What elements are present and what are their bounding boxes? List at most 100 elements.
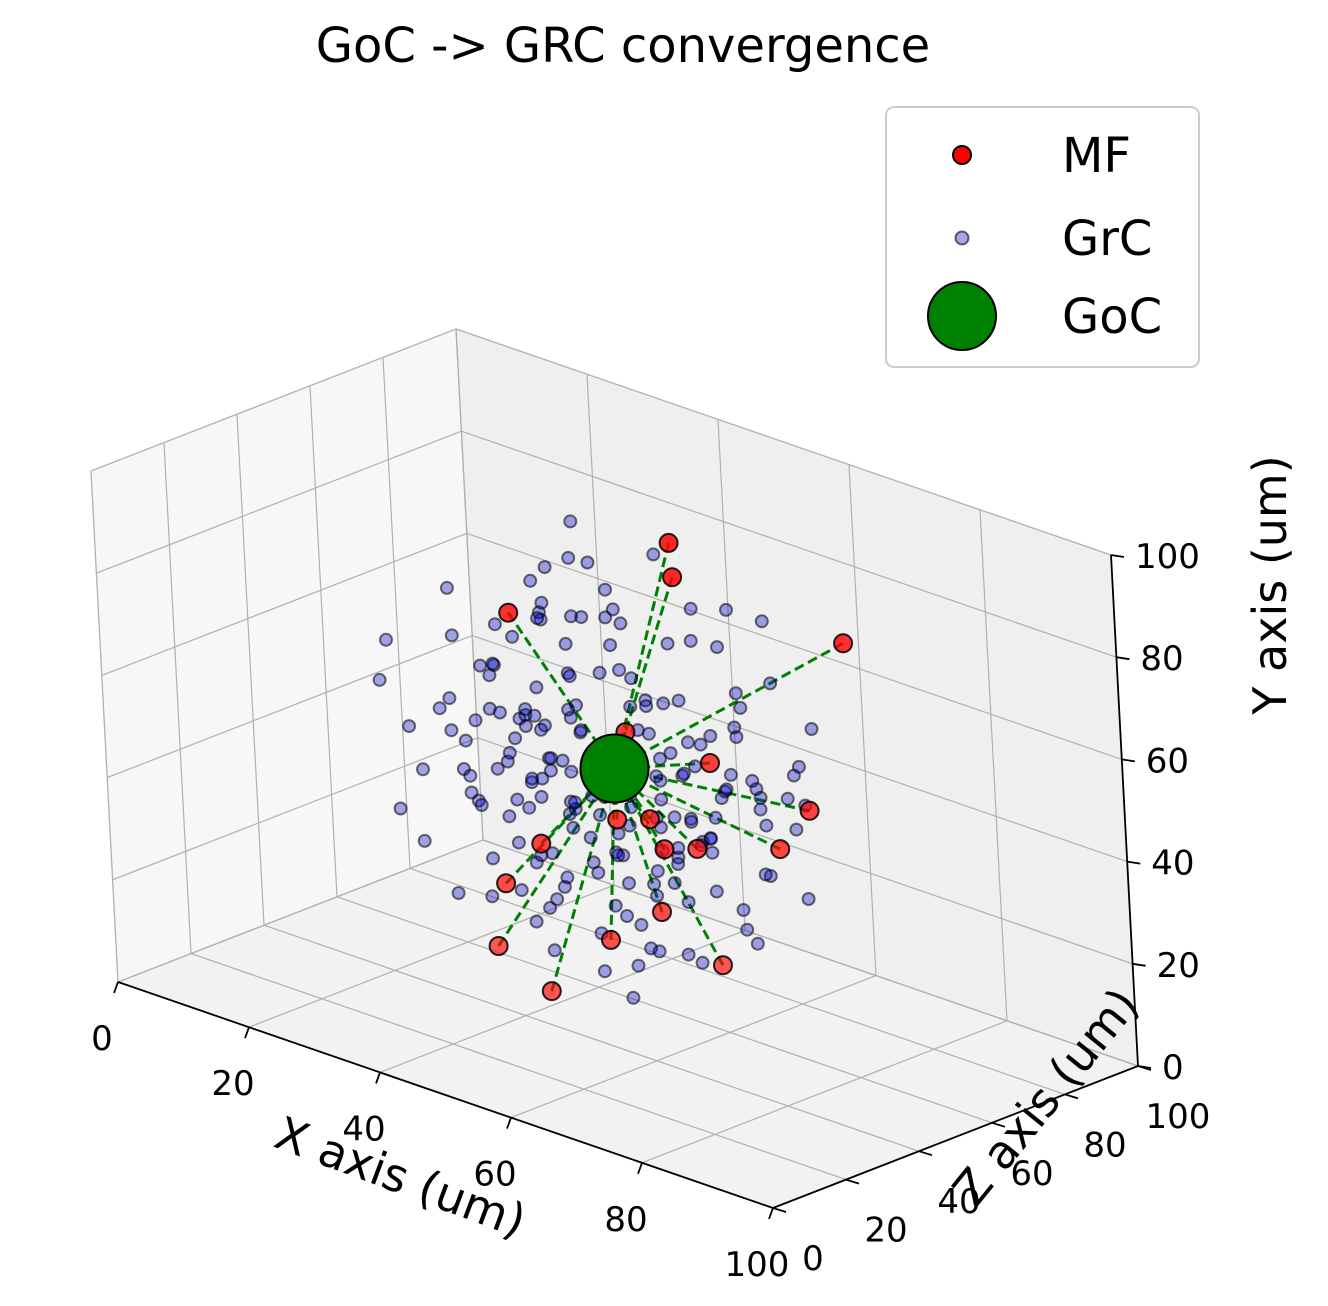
mf-goc-connection bbox=[505, 767, 616, 885]
grc-point bbox=[641, 726, 656, 741]
grc-point bbox=[518, 702, 533, 717]
grc-point bbox=[693, 737, 708, 752]
z-tick bbox=[845, 1178, 860, 1185]
x-tick bbox=[113, 981, 119, 994]
grc-point bbox=[505, 629, 520, 644]
grc-point bbox=[529, 680, 544, 695]
grc-point bbox=[719, 782, 734, 797]
gridline-z-left bbox=[163, 442, 192, 954]
grc-point bbox=[733, 700, 748, 715]
grc-point bbox=[502, 809, 517, 824]
gridline-y-left bbox=[106, 635, 473, 779]
grc-point bbox=[522, 800, 537, 815]
grc-point bbox=[511, 835, 526, 850]
legend-marker-mf bbox=[952, 145, 972, 165]
grc-point bbox=[646, 547, 661, 562]
grc-point bbox=[474, 798, 489, 812]
grc-point bbox=[561, 550, 576, 565]
grc-point bbox=[523, 573, 538, 588]
grc-point bbox=[442, 691, 457, 706]
grc-point bbox=[416, 762, 430, 777]
x-tick-label: 100 bbox=[725, 1245, 790, 1285]
x-tick bbox=[244, 1026, 250, 1039]
grc-point bbox=[684, 814, 699, 829]
y-tick bbox=[1110, 554, 1125, 558]
y-tick bbox=[1137, 1065, 1152, 1069]
mf-point bbox=[652, 902, 672, 922]
grc-point bbox=[574, 723, 588, 738]
grc-point bbox=[667, 810, 682, 825]
grc-point bbox=[623, 699, 638, 714]
grc-point bbox=[508, 731, 523, 746]
x-tick-label: 60 bbox=[473, 1155, 516, 1195]
grc-point bbox=[789, 822, 804, 837]
z-tick bbox=[918, 1150, 933, 1157]
grc-point bbox=[791, 759, 806, 774]
grc-point bbox=[402, 719, 417, 734]
grc-point bbox=[663, 746, 678, 761]
grc-point bbox=[688, 759, 702, 774]
grc-point bbox=[530, 611, 545, 626]
grc-point bbox=[728, 686, 743, 701]
grc-point bbox=[485, 656, 500, 671]
gridline-x-floor bbox=[641, 1020, 1008, 1164]
grc-point bbox=[558, 636, 573, 651]
grc-point bbox=[710, 640, 724, 655]
grc-point bbox=[468, 713, 483, 728]
grc-point bbox=[708, 810, 723, 825]
grc-point bbox=[763, 676, 778, 691]
mf-point bbox=[658, 532, 679, 553]
grc-point bbox=[432, 701, 447, 716]
grc-point bbox=[745, 773, 760, 788]
z-tick bbox=[991, 1121, 1006, 1128]
grc-point bbox=[534, 595, 549, 610]
y-tick bbox=[1132, 962, 1146, 967]
gridline-z-left bbox=[309, 385, 338, 897]
gridline-x-floor bbox=[248, 884, 615, 1028]
gridline-x-floor bbox=[510, 975, 877, 1119]
grc-point bbox=[660, 636, 675, 651]
z-axis-line bbox=[772, 1065, 1139, 1209]
grc-point bbox=[624, 800, 639, 815]
grc-point bbox=[485, 889, 500, 904]
grc-point bbox=[547, 943, 562, 958]
grc-point bbox=[683, 601, 698, 616]
grc-point bbox=[597, 964, 612, 979]
y-axis-line bbox=[1110, 554, 1139, 1067]
grc-point bbox=[703, 729, 718, 743]
gridline-y-left bbox=[117, 839, 484, 983]
grc-point bbox=[529, 914, 544, 929]
mf-point bbox=[700, 753, 720, 773]
grc-point bbox=[750, 936, 765, 951]
grc-point bbox=[639, 699, 654, 714]
y-tick-label: 100 bbox=[1135, 537, 1200, 577]
grc-point bbox=[654, 792, 669, 807]
grc-point bbox=[544, 751, 558, 766]
mf-point bbox=[496, 873, 517, 894]
y-tick bbox=[1127, 860, 1141, 865]
grc-point bbox=[649, 769, 664, 784]
grc-point bbox=[566, 820, 581, 835]
grc-point bbox=[487, 617, 502, 632]
grc-point bbox=[608, 898, 623, 913]
grc-point bbox=[652, 944, 667, 959]
grc-point bbox=[723, 767, 738, 782]
gridline-z-left bbox=[382, 357, 411, 869]
gridline-z-left bbox=[455, 328, 484, 841]
gridline-y-left bbox=[112, 737, 478, 881]
grc-point bbox=[473, 658, 488, 673]
grc-point bbox=[676, 766, 691, 781]
grc-point bbox=[671, 857, 686, 871]
y-tick-label: 80 bbox=[1140, 639, 1183, 679]
grc-point bbox=[704, 831, 718, 846]
grc-point bbox=[653, 751, 667, 766]
mf-point bbox=[488, 936, 509, 956]
grc-point bbox=[695, 955, 710, 970]
y-tick bbox=[1121, 758, 1135, 763]
gridline-y-back bbox=[455, 328, 1112, 556]
z-tick bbox=[1064, 1093, 1079, 1100]
grc-point bbox=[624, 671, 639, 686]
grc-point bbox=[592, 665, 607, 680]
mf-point bbox=[770, 839, 791, 860]
